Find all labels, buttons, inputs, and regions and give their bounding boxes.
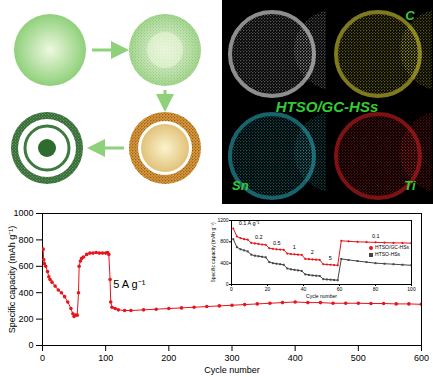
svg-text:200: 200	[161, 353, 176, 363]
svg-text:400: 400	[288, 353, 303, 363]
svg-text:60: 60	[337, 286, 343, 292]
svg-text:Cycle number: Cycle number	[204, 365, 260, 375]
svg-text:5: 5	[329, 255, 332, 261]
svg-text:0.2: 0.2	[255, 234, 263, 240]
svg-text:Sn: Sn	[232, 178, 249, 193]
svg-text:1200: 1200	[217, 217, 228, 223]
svg-text:1: 1	[293, 244, 296, 250]
svg-text:300: 300	[224, 353, 239, 363]
svg-text:1000: 1000	[13, 208, 33, 218]
svg-text:0: 0	[230, 286, 233, 292]
svg-text:Specific capacity (mAh g⁻¹): Specific capacity (mAh g⁻¹)	[210, 222, 216, 282]
svg-text:100: 100	[98, 353, 113, 363]
svg-text:40: 40	[301, 286, 307, 292]
svg-text:600: 600	[18, 261, 33, 271]
svg-text:400: 400	[220, 260, 229, 266]
svg-text:20: 20	[265, 286, 271, 292]
html-text:HTSO/GC-HSs: HTSO/GC-HSs	[375, 244, 409, 250]
svg-text:400: 400	[18, 288, 33, 298]
svg-text:Specific capacity (mAh g⁻¹): Specific capacity (mAh g⁻¹)	[7, 226, 17, 334]
html-text:HTSO-HSs: HTSO-HSs	[375, 251, 401, 257]
svg-text:Ti: Ti	[404, 178, 416, 193]
svg-text:600: 600	[414, 353, 429, 363]
svg-text:2: 2	[311, 249, 314, 255]
svg-text:5 A g⁻¹: 5 A g⁻¹	[113, 278, 145, 290]
svg-text:0.5: 0.5	[273, 240, 281, 246]
svg-text:HTSO/GC-HSs: HTSO/GC-HSs	[276, 98, 379, 115]
svg-text:500: 500	[351, 353, 366, 363]
svg-text:0.1: 0.1	[372, 233, 380, 239]
svg-text:0.1 A g⁻¹: 0.1 A g⁻¹	[239, 220, 260, 226]
svg-text:Cycle number: Cycle number	[306, 293, 337, 299]
svg-text:C: C	[405, 8, 415, 23]
svg-text:800: 800	[220, 238, 229, 244]
svg-text:0: 0	[40, 353, 45, 363]
svg-text:200: 200	[18, 314, 33, 324]
svg-text:100: 100	[407, 286, 416, 292]
svg-text:80: 80	[373, 286, 379, 292]
svg-text:800: 800	[18, 235, 33, 245]
svg-text:0: 0	[28, 340, 33, 350]
svg-text:0: 0	[226, 281, 229, 287]
